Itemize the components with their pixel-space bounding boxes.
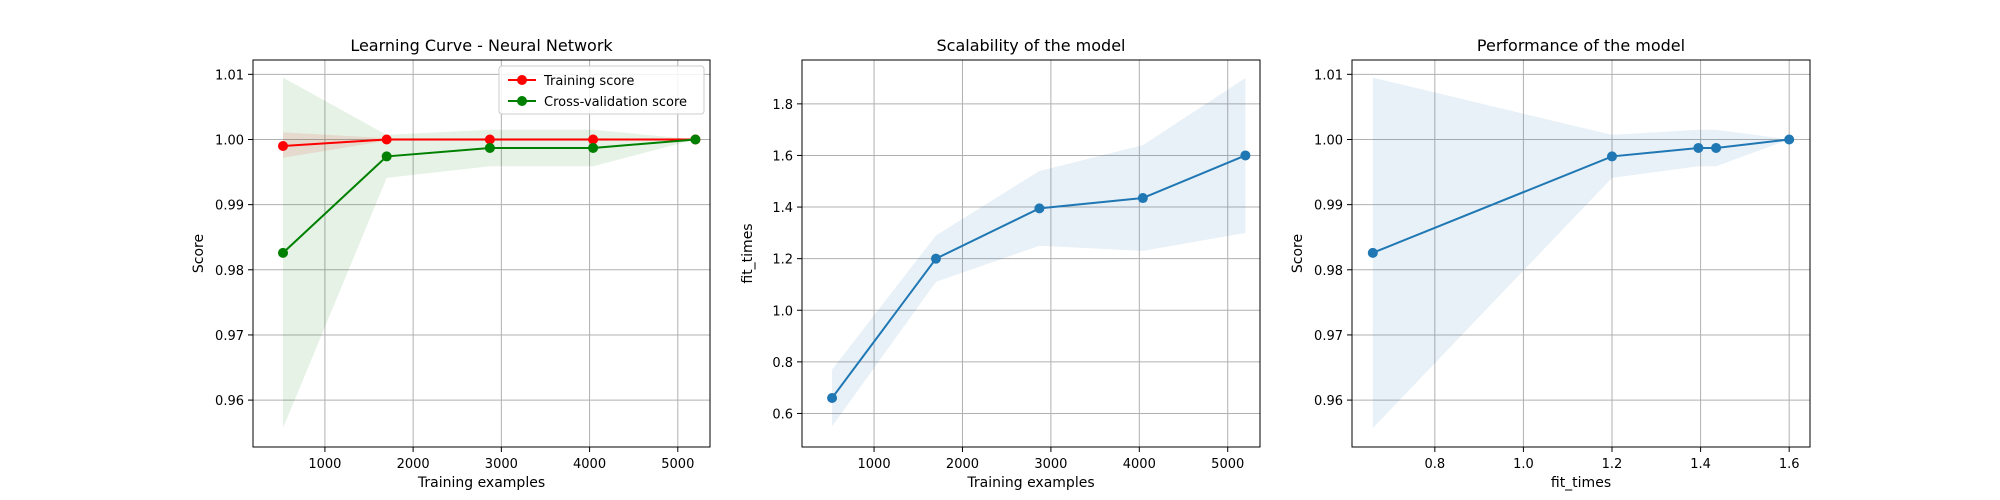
data-point — [381, 134, 392, 145]
data-point — [381, 151, 392, 162]
chart-panel-1: 1000 2000 3000 4000 5000 0.6 0.8 1.0 1.2 1.4 1.6 1.… — [740, 36, 1261, 491]
y-tick-label: 0.97 — [1314, 329, 1343, 344]
x-axis-label: Training examples — [966, 475, 1094, 491]
x-axis-label: fit_times — [1551, 475, 1611, 491]
data-point — [690, 134, 701, 145]
y-tick-label: 1.0 — [772, 304, 793, 319]
y-axis-label: fit_times — [740, 223, 756, 283]
y-tick-label: 1.01 — [1314, 68, 1343, 83]
data-point — [588, 142, 599, 153]
y-tick-label: 0.99 — [1314, 199, 1343, 214]
x-axis-label: Training examples — [417, 475, 545, 491]
y-tick-label: 1.6 — [772, 149, 793, 164]
x-tick-label: 1.6 — [1779, 457, 1800, 472]
data-point — [1240, 150, 1251, 161]
x-tick-label: 1000 — [308, 457, 341, 472]
legend: Training score Cross-validation score — [498, 65, 705, 115]
data-point — [1693, 142, 1704, 153]
data-point — [277, 141, 288, 151]
chart-title: Learning Curve - Neural Network — [350, 36, 613, 55]
y-tick-label: 1.8 — [772, 98, 793, 113]
data-point — [1137, 193, 1148, 204]
data-point — [484, 134, 495, 145]
y-tick-label: 0.6 — [772, 407, 793, 422]
data-point — [1607, 151, 1618, 162]
x-tick-label: 4000 — [573, 457, 606, 472]
chart-panel-0: 1000 2000 3000 4000 5000 0.96 0.97 0.98 0.99 1.00… — [191, 36, 711, 491]
chart-title: Performance of the model — [1477, 36, 1685, 55]
x-tick-label: 1.4 — [1690, 457, 1711, 472]
y-tick-label: 1.00 — [1314, 133, 1343, 148]
y-axis-label: Score — [191, 234, 207, 273]
data-point — [588, 134, 599, 145]
y-tick-label: 1.01 — [215, 68, 244, 83]
x-tick-label: 3000 — [485, 457, 518, 472]
y-tick-label: 0.8 — [772, 356, 793, 371]
confidence-band — [832, 78, 1246, 427]
x-tick-label: 4000 — [1123, 457, 1156, 472]
y-tick-label: 1.2 — [772, 253, 793, 268]
x-tick-label: 2000 — [946, 457, 979, 472]
x-tick-label: 0.8 — [1424, 457, 1445, 472]
data-point — [1367, 247, 1378, 258]
y-tick-label: 1.00 — [215, 133, 244, 148]
y-axis-label: Score — [1290, 234, 1306, 273]
legend-box — [498, 65, 705, 115]
data-point — [1784, 134, 1795, 145]
data-point — [277, 247, 288, 258]
y-tick-label: 0.99 — [215, 199, 244, 214]
chart-panel-2: 0.8 1.0 1.2 1.4 1.6 0.96 0.97 0.98 0.99 1.00 1.01 P… — [1290, 36, 1811, 491]
x-tick-label: 3000 — [1034, 457, 1067, 472]
x-tick-label: 5000 — [1211, 457, 1244, 472]
y-tick-label: 0.96 — [1314, 394, 1343, 409]
legend-marker — [517, 96, 527, 106]
legend-label: Cross-validation score — [544, 95, 687, 110]
data-point — [1711, 142, 1722, 153]
data-point — [484, 142, 495, 153]
confidence-band — [1372, 77, 1790, 429]
data-point — [930, 253, 941, 264]
x-tick-label: 1000 — [858, 457, 891, 472]
legend-marker — [517, 75, 527, 85]
chart-title: Scalability of the model — [937, 36, 1126, 55]
x-tick-label: 2000 — [397, 457, 430, 472]
axes-frame — [801, 59, 1261, 448]
legend-label: Training score — [543, 74, 634, 89]
y-tick-label: 0.97 — [215, 329, 244, 344]
y-tick-label: 0.98 — [1314, 264, 1343, 279]
axes-frame — [1351, 59, 1811, 448]
x-tick-label: 1.0 — [1513, 457, 1534, 472]
y-tick-label: 0.98 — [215, 264, 244, 279]
x-tick-label: 5000 — [661, 457, 694, 472]
y-tick-label: 1.4 — [772, 201, 793, 216]
x-tick-label: 1.2 — [1602, 457, 1623, 472]
y-tick-label: 0.96 — [215, 394, 244, 409]
confidence-band — [282, 77, 696, 429]
data-point — [827, 392, 838, 403]
axes-frame — [252, 59, 711, 448]
data-point — [1034, 203, 1045, 214]
